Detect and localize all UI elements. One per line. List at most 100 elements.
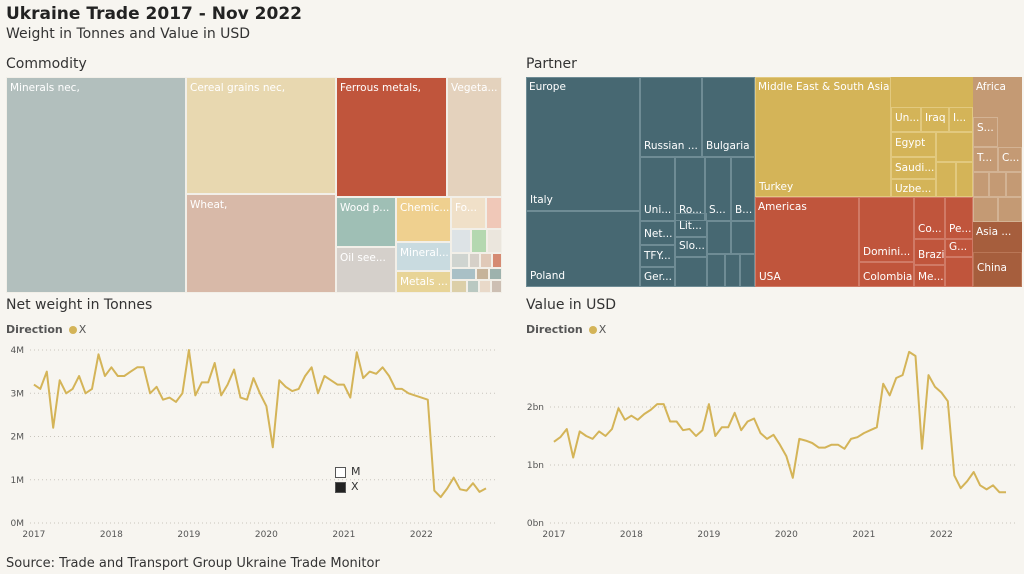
data-point[interactable] [559,436,562,439]
tile-small[interactable] [486,197,502,229]
tile-small[interactable] [491,280,502,293]
data-point[interactable] [297,387,300,390]
tile-small[interactable] [487,229,502,253]
weight-legend[interactable]: Direction X [6,323,86,336]
data-point[interactable] [920,447,923,450]
tile-cereal-grains[interactable]: Cereal grains nec, [186,77,336,194]
tile-netherlands[interactable]: Net... [640,221,675,245]
data-point[interactable] [875,426,878,429]
data-point[interactable] [271,446,274,449]
tile-small[interactable] [492,253,502,268]
tile-small[interactable] [469,253,480,268]
data-point[interactable] [681,429,684,432]
data-point[interactable] [694,434,697,437]
region-middle-east-south-asia[interactable]: Middle East & South Asia Turkey Un... Ir… [755,77,973,197]
tile-slovakia[interactable]: Slo... [675,237,707,257]
data-point[interactable] [727,426,730,429]
tile-small[interactable] [707,221,731,254]
tile-small[interactable] [489,268,502,280]
data-point[interactable] [426,398,429,401]
tile-germany[interactable]: Ger... [640,267,675,287]
tile-small[interactable] [945,257,973,287]
tile-small[interactable] [479,280,491,293]
data-point[interactable] [688,427,691,430]
tile-small[interactable] [451,280,467,293]
data-point[interactable] [77,374,80,377]
data-point[interactable] [349,396,352,399]
data-point[interactable] [90,387,93,390]
tile-uk[interactable]: Uni... [640,157,675,221]
data-point[interactable] [239,396,242,399]
data-point[interactable] [465,489,468,492]
tile-small[interactable] [989,172,1006,197]
weight-inline-legend[interactable]: M X [335,465,361,493]
data-point[interactable] [707,403,710,406]
tile-small[interactable] [973,197,998,222]
data-point[interactable] [310,366,313,369]
data-point[interactable] [597,430,600,433]
value-chart[interactable]: 0bn 1bn 2bn 2017 2018 2019 2020 2021 2022 [515,340,1024,540]
data-point[interactable] [420,396,423,399]
data-point[interactable] [52,426,55,429]
data-point[interactable] [946,400,949,403]
data-point[interactable] [200,381,203,384]
data-point[interactable] [746,420,749,423]
data-point[interactable] [836,443,839,446]
data-point[interactable] [778,443,781,446]
data-point[interactable] [869,429,872,432]
tile-small[interactable] [480,253,492,268]
tile-italy[interactable]: Italy [526,77,640,211]
data-point[interactable] [65,392,68,395]
data-point[interactable] [656,403,659,406]
data-point[interactable] [888,394,891,397]
data-point[interactable] [84,392,87,395]
tile-china[interactable]: China [973,252,1022,287]
data-point[interactable] [714,434,717,437]
tile-small[interactable] [451,268,476,280]
data-point[interactable] [174,400,177,403]
data-point[interactable] [895,376,898,379]
data-point[interactable] [136,366,139,369]
data-point[interactable] [387,374,390,377]
region-africa[interactable]: Africa S... T... C... [973,77,1022,222]
tile-bulgaria[interactable]: Bulgaria [702,77,755,157]
data-point[interactable] [232,368,235,371]
tile-small[interactable] [1006,172,1022,197]
tile-small[interactable] [956,162,973,197]
data-point[interactable] [617,407,620,410]
data-point[interactable] [662,403,665,406]
data-point[interactable] [914,354,917,357]
tile-dominican[interactable]: Domini... [859,197,914,262]
legend-item-x[interactable]: X [335,480,361,493]
data-point[interactable] [71,387,74,390]
data-point[interactable] [484,487,487,490]
tile-lithuania[interactable]: Lit... [675,213,707,237]
data-point[interactable] [1004,491,1007,494]
data-point[interactable] [400,387,403,390]
data-point[interactable] [39,387,42,390]
tile-mineral-products[interactable]: Mineral... [396,242,451,271]
data-point[interactable] [972,470,975,473]
data-point[interactable] [168,396,171,399]
data-point[interactable] [407,392,410,395]
data-point[interactable] [381,366,384,369]
data-point[interactable] [142,366,145,369]
data-point[interactable] [907,350,910,353]
tile-uzbekistan[interactable]: Uzbe... [891,179,936,197]
data-point[interactable] [733,411,736,414]
data-point[interactable] [623,418,626,421]
data-point[interactable] [720,426,723,429]
tile-peru[interactable]: Pe... [945,197,973,239]
data-point[interactable] [585,434,588,437]
data-point[interactable] [342,383,345,386]
data-point[interactable] [785,455,788,458]
data-point[interactable] [452,476,455,479]
tile-metals[interactable]: Metals ... [396,271,451,293]
data-point[interactable] [882,382,885,385]
data-point[interactable] [258,392,261,395]
tile-colombia[interactable]: Colombia [859,262,914,287]
data-point[interactable] [701,429,704,432]
tile-saudi[interactable]: Saudi... [891,157,936,179]
tile-minerals[interactable]: Minerals nec, [6,77,186,293]
data-point[interactable] [630,414,633,417]
